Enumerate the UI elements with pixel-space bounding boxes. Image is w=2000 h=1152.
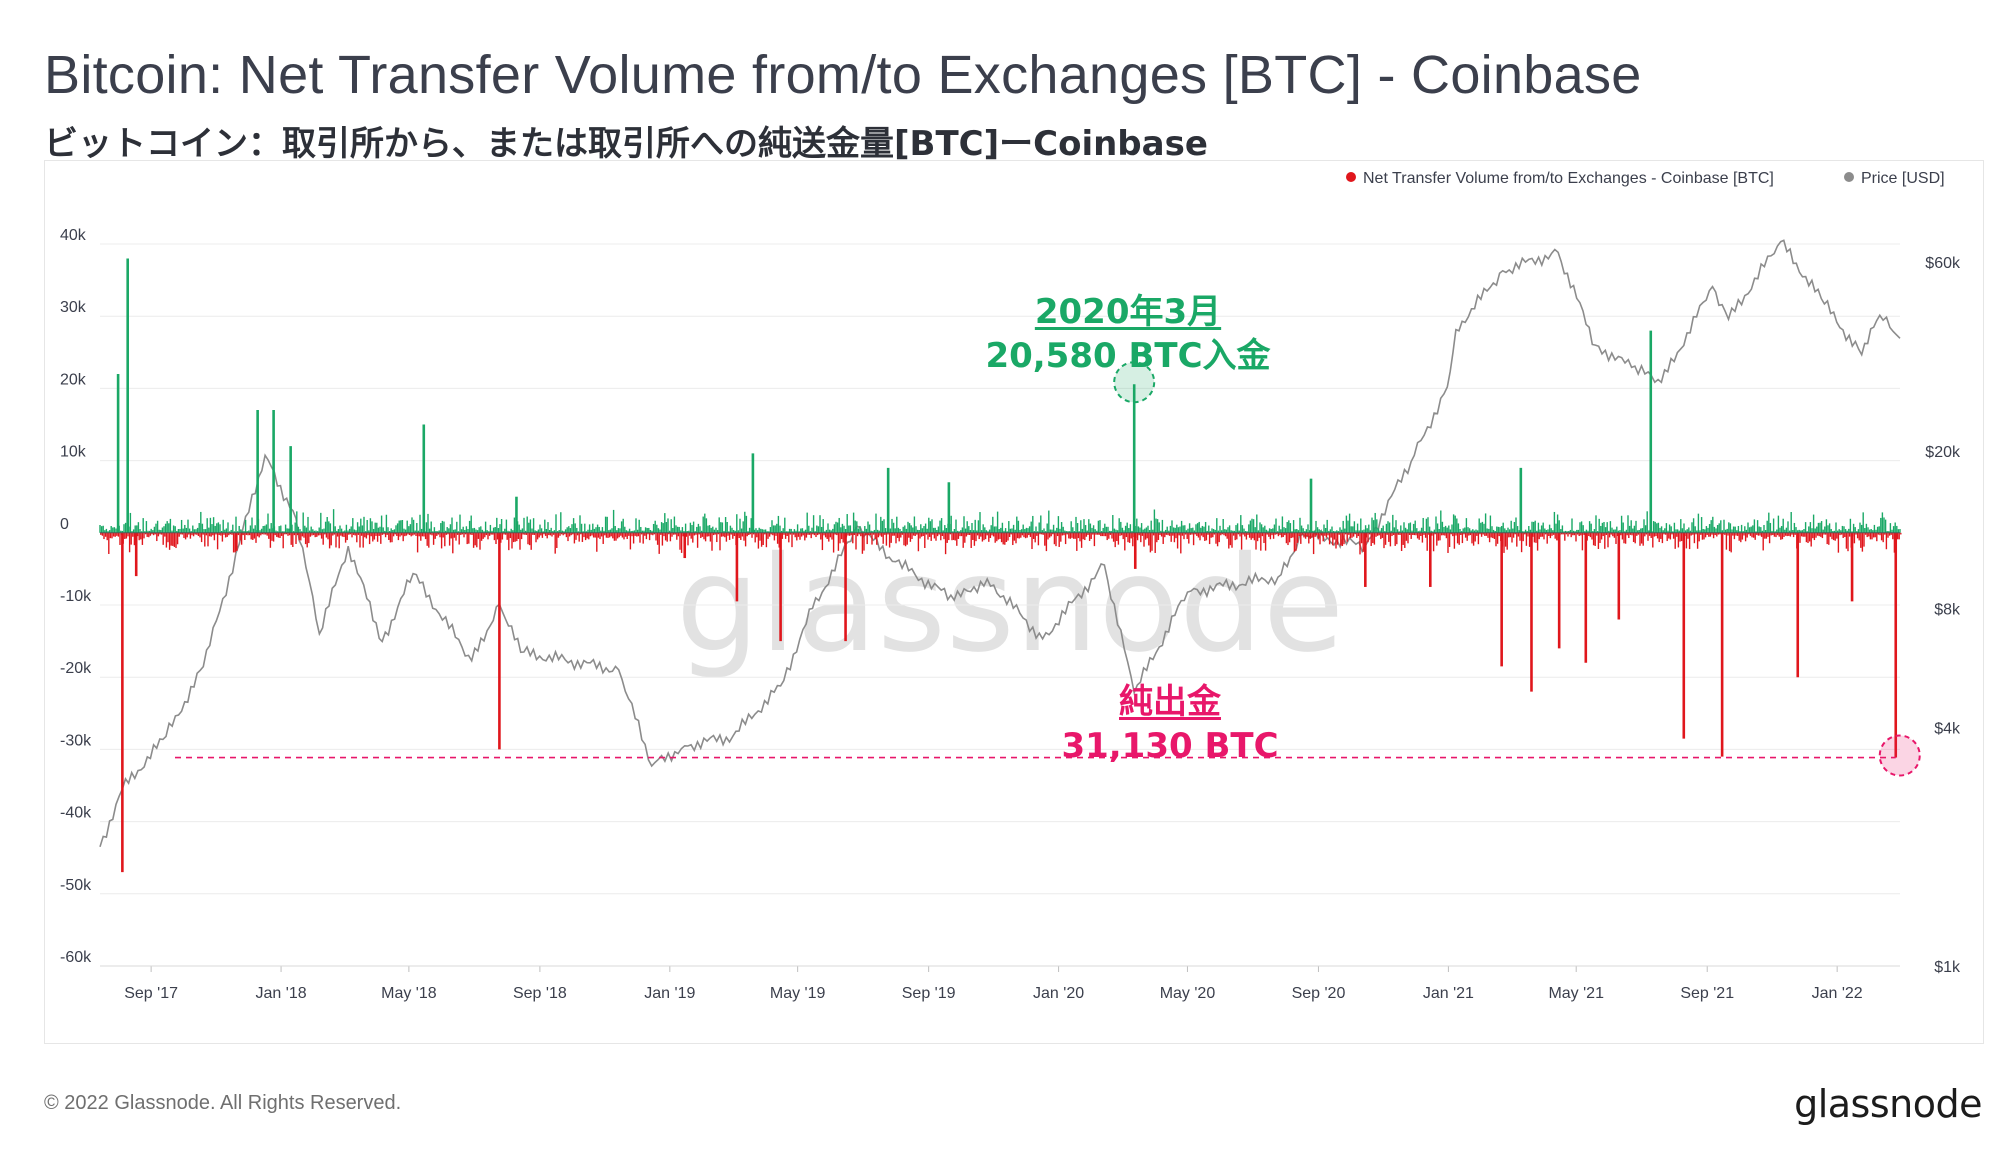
- x-tick-label: May '19: [770, 985, 826, 1002]
- inflow-highlight-circle: [1113, 361, 1156, 404]
- x-tick-label: May '20: [1160, 985, 1216, 1002]
- x-tick-label: Jan '19: [644, 985, 695, 1002]
- y-right-tick-label: $20k: [1925, 444, 1961, 461]
- x-tick-label: May '21: [1548, 985, 1604, 1002]
- chart-subtitle: ビットコイン：取引所から、または取引所への純送金量[BTC]ーCoinbase: [44, 124, 1208, 164]
- x-tick-label: Sep '19: [902, 985, 956, 1002]
- inflow-annotation-date: 2020年3月: [1034, 292, 1222, 332]
- chart-frame: [44, 160, 1984, 1044]
- grid: [100, 243, 1900, 967]
- y-left-tick-label: -30k: [60, 732, 92, 749]
- price-line: [99, 239, 1901, 848]
- legend-marker-net-transfer: [1346, 172, 1356, 182]
- y-left-tick-label: -10k: [60, 588, 92, 605]
- y-right-tick-label: $60k: [1925, 255, 1961, 272]
- y-left-tick-label: 30k: [60, 299, 87, 316]
- x-tick-label: Jan '21: [1423, 985, 1474, 1002]
- x-tick-label: May '18: [381, 985, 437, 1002]
- y-right-tick-label: $8k: [1934, 601, 1961, 618]
- chart-title: Bitcoin: Net Transfer Volume from/to Exc…: [44, 45, 1642, 105]
- y-left-tick-label: 20k: [60, 371, 87, 388]
- y-left-tick-label: 10k: [60, 444, 87, 461]
- y-left-tick-label: -40k: [60, 805, 92, 822]
- x-tick-label: Jan '20: [1033, 985, 1084, 1002]
- bars: [99, 258, 1902, 873]
- legend-label-price: Price [USD]: [1861, 170, 1945, 187]
- axes: 40k 30k 20k 10k 0 -10k -20k -30k -40k -50k -60k $60…: [60, 227, 1961, 1002]
- price-layer: [99, 239, 1901, 848]
- y-right-tick-label: $4k: [1934, 721, 1961, 738]
- legend: Net Transfer Volume from/to Exchanges - …: [1346, 170, 1945, 187]
- brand-logo: glassnode: [1794, 1082, 1982, 1126]
- copyright: © 2022 Glassnode. All Rights Reserved.: [44, 1092, 402, 1114]
- y-left-tick-label: -50k: [60, 877, 92, 894]
- outflow-highlight-circle: [1878, 734, 1921, 777]
- x-tick-label: Sep '21: [1680, 985, 1734, 1002]
- x-tick-label: Sep '20: [1292, 985, 1346, 1002]
- y-left-tick-label: -20k: [60, 660, 92, 677]
- y-left-tick-label: 0: [60, 516, 69, 533]
- overlays: [175, 361, 1921, 777]
- outflow-annotation-label: 純出金: [1119, 682, 1221, 722]
- outflow-annotation-amount: 31,130 BTC: [1061, 726, 1279, 766]
- inflow-annotation-amount: 20,580 BTC入金: [985, 336, 1271, 376]
- y-left-tick-label: -60k: [60, 949, 92, 966]
- x-tick-label: Sep '17: [124, 985, 178, 1002]
- x-tick-label: Jan '22: [1812, 985, 1863, 1002]
- outflow-annotation: 純出金 31,130 BTC: [1020, 680, 1320, 768]
- y-right-tick-label: $1k: [1934, 959, 1961, 976]
- x-tick-label: Jan '18: [256, 985, 307, 1002]
- legend-marker-price: [1844, 172, 1854, 182]
- x-tick-label: Sep '18: [513, 985, 567, 1002]
- legend-label-net-transfer: Net Transfer Volume from/to Exchanges - …: [1363, 170, 1774, 187]
- inflow-annotation: 2020年3月 20,580 BTC入金: [958, 290, 1298, 378]
- y-left-tick-label: 40k: [60, 227, 87, 244]
